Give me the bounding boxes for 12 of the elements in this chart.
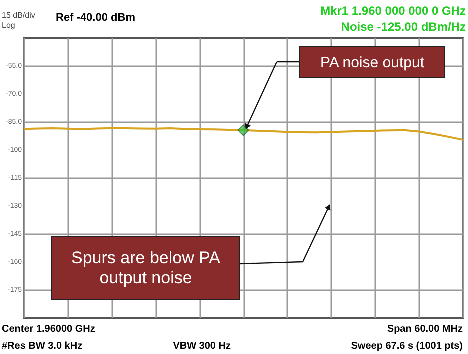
text: Mkr1 1.960 000 000 0 GHz [320,4,466,18]
annotation: Spurs are below PA output noise [72,248,222,288]
annotation: PA noise output [320,54,426,72]
text: Span 60.00 MHz [387,324,463,335]
text: 15 dB/div [2,11,36,20]
text: Ref -40.00 dBm [56,12,136,24]
text: #Res BW 3.0 kHz [2,341,83,352]
text: Log [2,21,16,30]
text: Center 1.96000 GHz [2,324,96,335]
text: Noise -125.00 dBm/Hz [341,20,466,34]
text: Sweep 67.6 s (1001 pts) [351,341,463,352]
text: VBW 300 Hz [173,341,231,352]
